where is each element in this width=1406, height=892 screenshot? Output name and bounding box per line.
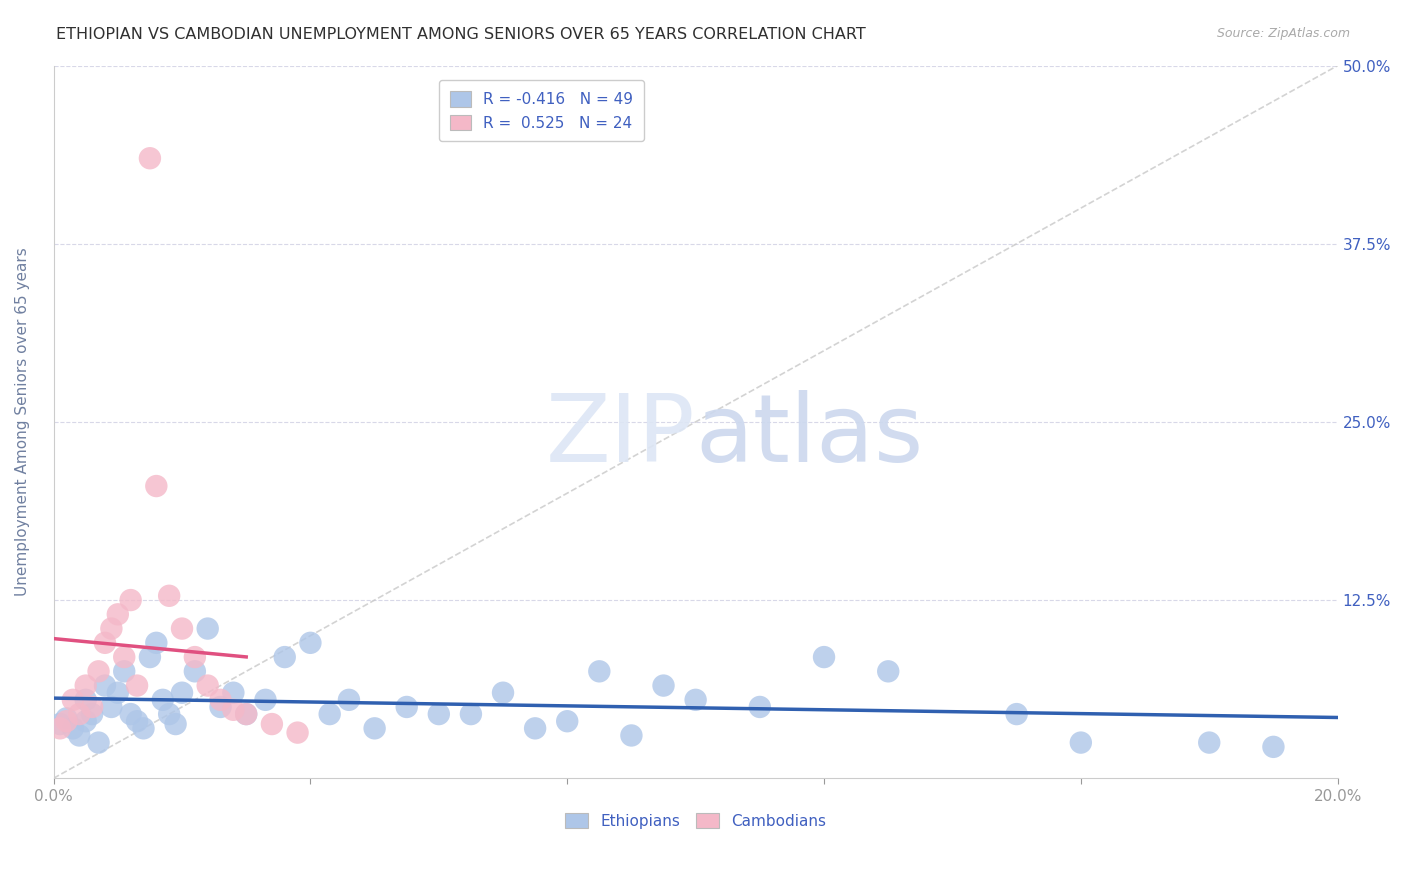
- Point: [460, 707, 482, 722]
- Point: [145, 636, 167, 650]
- Point: [492, 686, 515, 700]
- Legend: Ethiopians, Cambodians: Ethiopians, Cambodians: [560, 806, 832, 835]
- Text: ZIP: ZIP: [546, 390, 696, 483]
- Point: [222, 686, 245, 700]
- Point: [139, 151, 162, 165]
- Point: [748, 700, 770, 714]
- Point: [1070, 736, 1092, 750]
- Point: [67, 707, 90, 722]
- Point: [120, 707, 142, 722]
- Point: [260, 717, 283, 731]
- Point: [152, 693, 174, 707]
- Point: [107, 607, 129, 622]
- Point: [337, 693, 360, 707]
- Point: [184, 665, 207, 679]
- Point: [112, 650, 135, 665]
- Point: [588, 665, 610, 679]
- Y-axis label: Unemployment Among Seniors over 65 years: Unemployment Among Seniors over 65 years: [15, 248, 30, 596]
- Point: [107, 686, 129, 700]
- Point: [165, 717, 187, 731]
- Point: [197, 679, 219, 693]
- Point: [299, 636, 322, 650]
- Point: [157, 707, 180, 722]
- Point: [524, 722, 547, 736]
- Point: [94, 679, 117, 693]
- Point: [427, 707, 450, 722]
- Point: [555, 714, 578, 729]
- Point: [125, 679, 148, 693]
- Point: [1263, 739, 1285, 754]
- Point: [112, 665, 135, 679]
- Point: [100, 700, 122, 714]
- Point: [75, 679, 97, 693]
- Point: [287, 725, 309, 739]
- Point: [100, 622, 122, 636]
- Point: [55, 714, 77, 729]
- Point: [94, 636, 117, 650]
- Point: [75, 714, 97, 729]
- Point: [82, 707, 104, 722]
- Point: [87, 736, 110, 750]
- Point: [235, 707, 257, 722]
- Point: [139, 650, 162, 665]
- Point: [209, 693, 232, 707]
- Point: [1198, 736, 1220, 750]
- Point: [395, 700, 418, 714]
- Point: [184, 650, 207, 665]
- Text: Source: ZipAtlas.com: Source: ZipAtlas.com: [1216, 27, 1350, 40]
- Point: [235, 707, 257, 722]
- Point: [125, 714, 148, 729]
- Point: [87, 665, 110, 679]
- Point: [120, 593, 142, 607]
- Point: [363, 722, 385, 736]
- Point: [222, 703, 245, 717]
- Text: ETHIOPIAN VS CAMBODIAN UNEMPLOYMENT AMONG SENIORS OVER 65 YEARS CORRELATION CHAR: ETHIOPIAN VS CAMBODIAN UNEMPLOYMENT AMON…: [56, 27, 866, 42]
- Point: [877, 665, 900, 679]
- Point: [274, 650, 297, 665]
- Point: [254, 693, 277, 707]
- Point: [209, 700, 232, 714]
- Point: [145, 479, 167, 493]
- Point: [75, 693, 97, 707]
- Point: [197, 622, 219, 636]
- Text: atlas: atlas: [696, 390, 924, 483]
- Point: [685, 693, 707, 707]
- Point: [813, 650, 835, 665]
- Point: [62, 722, 84, 736]
- Point: [1005, 707, 1028, 722]
- Point: [49, 717, 72, 731]
- Point: [652, 679, 675, 693]
- Point: [170, 622, 193, 636]
- Point: [620, 729, 643, 743]
- Point: [62, 693, 84, 707]
- Point: [49, 722, 72, 736]
- Point: [157, 589, 180, 603]
- Point: [132, 722, 155, 736]
- Point: [67, 729, 90, 743]
- Point: [55, 711, 77, 725]
- Point: [318, 707, 340, 722]
- Point: [82, 700, 104, 714]
- Point: [170, 686, 193, 700]
